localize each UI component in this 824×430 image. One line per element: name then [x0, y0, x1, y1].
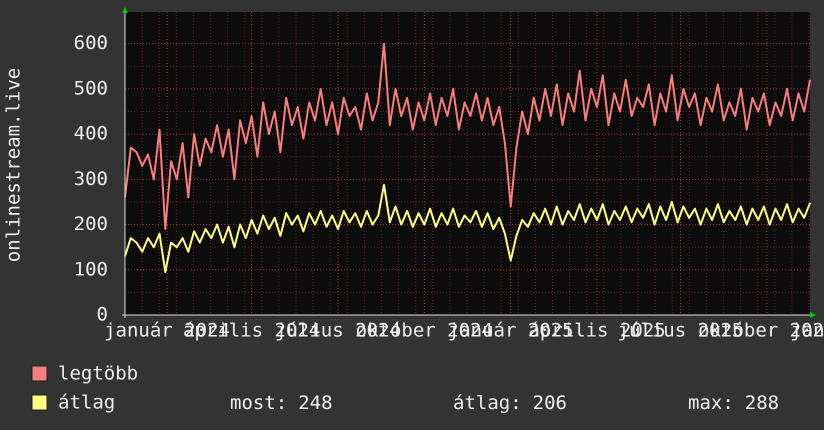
stat: most: 248 [230, 392, 333, 414]
legend-label: átlag [58, 392, 115, 414]
legend-label: legtöbb [58, 363, 138, 385]
lines [124, 42, 811, 273]
y-tick-label: 100 [74, 258, 108, 280]
stat: max: 288 [688, 392, 779, 414]
x-tick-label: július 2024 [275, 320, 401, 342]
x-tick-label: április 2025 [528, 320, 665, 342]
x-tick-label: január 2024 [104, 320, 230, 342]
x-tick-label: október 2024 [356, 320, 493, 342]
y-tick-label: 0 [97, 304, 108, 326]
series-line [124, 183, 811, 273]
legend-swatch [31, 394, 48, 411]
axis-arrow [810, 312, 816, 318]
stat: átlag: 206 [453, 392, 567, 414]
grid [124, 12, 810, 316]
x-tick-label: július 2025 [618, 320, 744, 342]
legend-swatch [31, 365, 48, 382]
y-tick-label: 300 [74, 168, 108, 190]
stat-value: 288 [745, 392, 779, 414]
y-tick-label: 600 [74, 32, 108, 54]
series-line [124, 42, 811, 231]
stat-value: 248 [298, 392, 332, 414]
x-tick-label: április 2024 [183, 320, 320, 342]
x-tick-label: január 2025 [448, 320, 574, 342]
axis-arrow [122, 7, 128, 13]
stat-label: max: [688, 392, 734, 414]
stat-value: 206 [533, 392, 567, 414]
stat-label: átlag: [453, 392, 522, 414]
y-axis-label: onlinestream.live [3, 68, 25, 262]
legend: legtöbb átlag most: 248 átlag: 206 max: 288 [31, 363, 779, 414]
x-tick-label: október 2025 [698, 320, 824, 342]
y-tick-label: 500 [74, 77, 108, 99]
stat-label: most: [230, 392, 287, 414]
x-tick-label: január 2026 [790, 320, 824, 342]
y-tick-label: 200 [74, 213, 108, 235]
y-tick-label: 400 [74, 123, 108, 145]
